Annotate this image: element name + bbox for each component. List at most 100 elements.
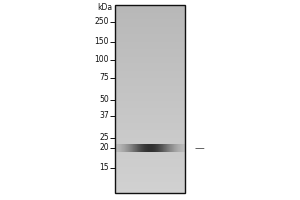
Bar (115, 94, 185, 95)
Bar (115, 49, 185, 50)
Bar (115, 51, 185, 52)
Bar (115, 61, 185, 62)
Bar (115, 27, 185, 28)
Bar (115, 165, 185, 166)
Bar (115, 10, 185, 11)
Bar (115, 64, 185, 65)
Bar (115, 99, 185, 100)
Bar (115, 42, 185, 43)
Bar (115, 180, 185, 181)
Bar (115, 21, 185, 22)
Text: 75: 75 (99, 73, 109, 82)
Bar (115, 71, 185, 72)
Bar (115, 157, 185, 158)
Bar (115, 171, 185, 172)
Bar (115, 119, 185, 120)
Bar (115, 36, 185, 37)
Bar (115, 111, 185, 112)
Bar (115, 138, 185, 139)
Bar (115, 141, 185, 142)
Bar (115, 60, 185, 61)
Bar (115, 124, 185, 125)
Bar (115, 52, 185, 53)
Bar (115, 74, 185, 75)
Bar (115, 118, 185, 119)
Bar (115, 114, 185, 115)
Bar (115, 129, 185, 130)
Bar (115, 109, 185, 110)
Bar (115, 140, 185, 141)
Bar (115, 156, 185, 157)
Bar (115, 82, 185, 83)
Bar (115, 170, 185, 171)
Bar (115, 53, 185, 54)
Bar (115, 38, 185, 39)
Bar (115, 47, 185, 48)
Bar (115, 143, 185, 144)
Bar (115, 175, 185, 176)
Bar (115, 184, 185, 185)
Bar (115, 166, 185, 167)
Bar (115, 40, 185, 41)
Text: 150: 150 (94, 38, 109, 46)
Bar (115, 100, 185, 101)
Bar (115, 115, 185, 116)
Bar (115, 106, 185, 107)
Bar (115, 172, 185, 173)
Bar (115, 126, 185, 127)
Bar (115, 41, 185, 42)
Bar (115, 90, 185, 91)
Bar (115, 56, 185, 57)
Bar (115, 133, 185, 134)
Bar (115, 128, 185, 129)
Bar (115, 96, 185, 97)
Bar (115, 19, 185, 20)
Bar (115, 84, 185, 85)
Bar (115, 67, 185, 68)
Text: 25: 25 (99, 134, 109, 142)
Bar (115, 45, 185, 46)
Bar (115, 186, 185, 187)
Bar (115, 34, 185, 35)
Bar (115, 55, 185, 56)
Bar (115, 112, 185, 113)
Bar (115, 178, 185, 179)
Text: kDa: kDa (97, 3, 112, 12)
Bar (115, 6, 185, 7)
Bar (115, 79, 185, 80)
Bar (115, 8, 185, 9)
Bar (115, 168, 185, 169)
Bar (115, 78, 185, 79)
Bar (115, 73, 185, 74)
Bar (115, 15, 185, 16)
Bar (115, 150, 185, 151)
Bar (115, 24, 185, 25)
Bar (115, 189, 185, 190)
Bar (115, 14, 185, 15)
Bar (115, 76, 185, 77)
Text: —: — (195, 143, 205, 153)
Bar (115, 179, 185, 180)
Bar (115, 155, 185, 156)
Bar (115, 188, 185, 189)
Bar (115, 85, 185, 86)
Bar (115, 77, 185, 78)
Bar (115, 5, 185, 6)
Bar (115, 162, 185, 163)
Bar (115, 81, 185, 82)
Bar (115, 192, 185, 193)
Text: 100: 100 (94, 55, 109, 64)
Bar (115, 105, 185, 106)
Bar (115, 169, 185, 170)
Bar (115, 182, 185, 183)
Bar (115, 35, 185, 36)
Bar (115, 131, 185, 132)
Bar (115, 149, 185, 150)
Bar (115, 113, 185, 114)
Bar (115, 137, 185, 138)
Bar (115, 110, 185, 111)
Bar (115, 167, 185, 168)
Bar (115, 16, 185, 17)
Bar (115, 95, 185, 96)
Bar (115, 101, 185, 102)
